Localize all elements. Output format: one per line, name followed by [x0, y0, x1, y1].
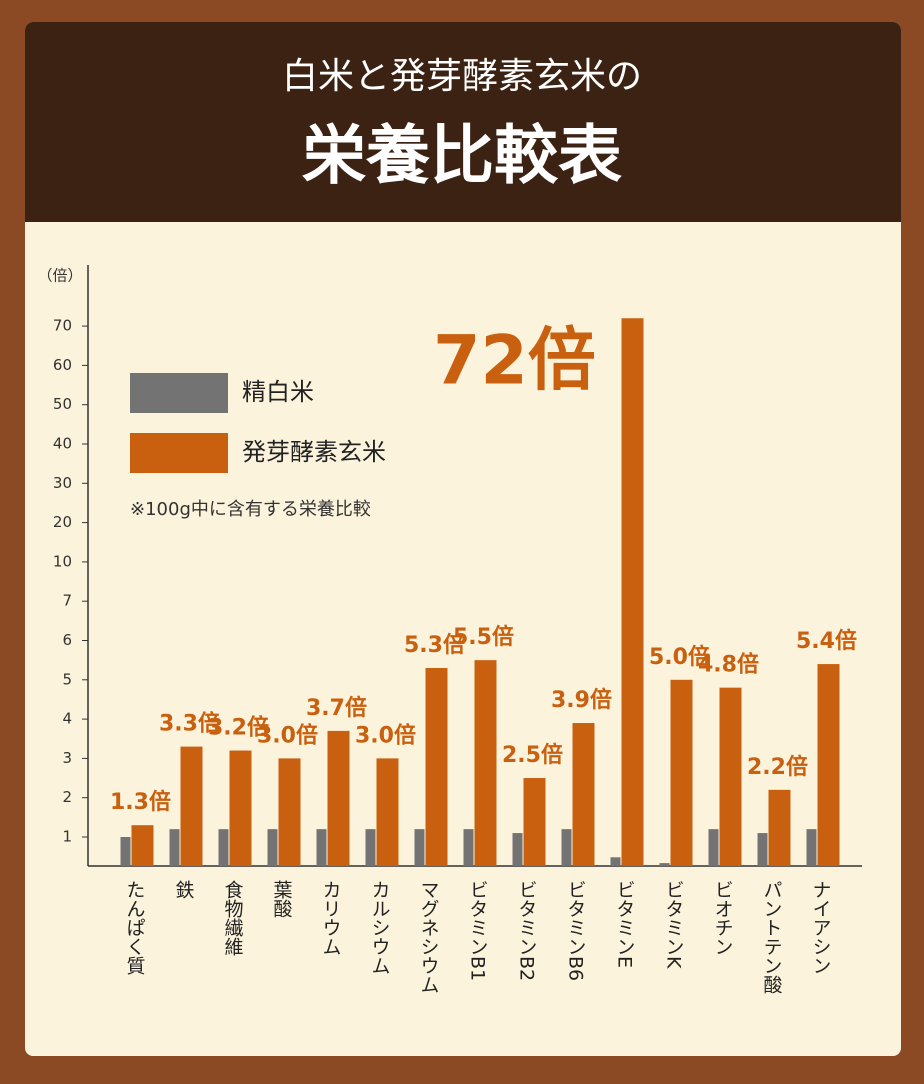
x-tick-label: ナイアシン — [810, 880, 832, 975]
bar — [621, 318, 644, 866]
bar — [512, 833, 523, 866]
bar — [218, 829, 229, 866]
data-label: 3.9倍 — [551, 687, 612, 713]
bar — [806, 829, 817, 866]
header — [25, 22, 901, 222]
data-label: 1.3倍 — [110, 789, 171, 815]
y-tick-label: 5 — [62, 670, 72, 688]
y-tick-label: 6 — [62, 631, 72, 649]
x-tick-label: カルシウム — [369, 880, 391, 975]
x-tick-label: 葉酸 — [271, 880, 293, 918]
x-tick-label: ビタミンB6 — [565, 880, 587, 981]
y-axis-label: （倍） — [37, 267, 82, 285]
bar — [180, 746, 203, 866]
data-label: 3.3倍 — [159, 711, 220, 737]
bar — [572, 723, 595, 866]
data-label: 5.0倍 — [649, 644, 710, 670]
bar — [365, 829, 376, 866]
note: ※100g中に含有する栄養比較 — [130, 499, 371, 520]
data-label: 5.4倍 — [796, 628, 857, 654]
bar — [376, 758, 399, 866]
data-label: 3.0倍 — [257, 722, 318, 748]
bar — [670, 679, 693, 866]
bar — [425, 668, 448, 866]
data-label: 3.2倍 — [208, 715, 269, 741]
chart-subtitle: 栄養比較表 — [302, 120, 622, 194]
data-label: 5.3倍 — [404, 632, 465, 658]
x-tick-label: パントテン酸 — [761, 880, 783, 994]
bar — [659, 863, 670, 866]
y-tick-label: 1 — [62, 828, 72, 846]
y-tick-label: 7 — [62, 592, 72, 610]
bar — [610, 857, 621, 866]
y-tick-label: 2 — [62, 788, 72, 806]
legend-label: 発芽酵素玄米 — [242, 438, 386, 466]
x-tick-label: たんぱく質 — [124, 880, 146, 975]
x-tick-label: ビタミンK — [663, 880, 685, 969]
legend-swatch — [130, 373, 228, 413]
x-tick-label: ビタミンB2 — [516, 880, 538, 981]
bar — [327, 730, 350, 866]
data-label: 2.5倍 — [502, 742, 563, 768]
x-tick-label: ビタミンE — [614, 880, 636, 968]
data-label: 3.0倍 — [355, 722, 416, 748]
data-label: 3.7倍 — [306, 695, 367, 721]
y-tick-label: 30 — [53, 474, 72, 492]
bar — [120, 837, 131, 866]
x-tick-label: マグネシウム — [418, 880, 440, 994]
y-tick-label: 4 — [62, 710, 72, 728]
x-tick-label: 鉄 — [173, 880, 195, 899]
bar — [414, 829, 425, 866]
x-tick-label: 食物繊維 — [222, 880, 244, 956]
bar — [131, 825, 154, 866]
x-tick-label: ビタミンB1 — [467, 880, 489, 981]
data-label: 2.2倍 — [747, 754, 808, 780]
bar — [267, 829, 278, 866]
data-label: 5.5倍 — [453, 624, 514, 650]
y-tick-label: 70 — [53, 317, 72, 335]
bar — [278, 758, 301, 866]
bar — [757, 833, 768, 866]
data-label: 4.8倍 — [698, 652, 759, 678]
bar — [229, 750, 252, 866]
legend-label: 精白米 — [242, 378, 314, 406]
bar — [523, 778, 546, 866]
legend-swatch — [130, 433, 228, 473]
bar — [463, 829, 474, 866]
bar — [708, 829, 719, 866]
y-tick-label: 50 — [53, 395, 72, 413]
bar — [561, 829, 572, 866]
y-tick-label: 20 — [53, 513, 72, 531]
bar — [169, 829, 180, 866]
bar — [768, 789, 791, 866]
y-tick-label: 10 — [53, 552, 72, 570]
bar — [719, 687, 742, 866]
x-tick-label: ビオチン — [712, 880, 734, 956]
bar — [316, 829, 327, 866]
x-tick-label: カリウム — [320, 880, 342, 956]
bar — [474, 660, 497, 866]
y-tick-label: 60 — [53, 356, 72, 374]
y-tick-label: 3 — [62, 749, 72, 767]
bar — [817, 664, 840, 866]
data-label: 72倍 — [433, 322, 596, 401]
y-tick-label: 40 — [53, 435, 72, 453]
chart-title: 白米と発芽酵素玄米の — [282, 56, 642, 97]
